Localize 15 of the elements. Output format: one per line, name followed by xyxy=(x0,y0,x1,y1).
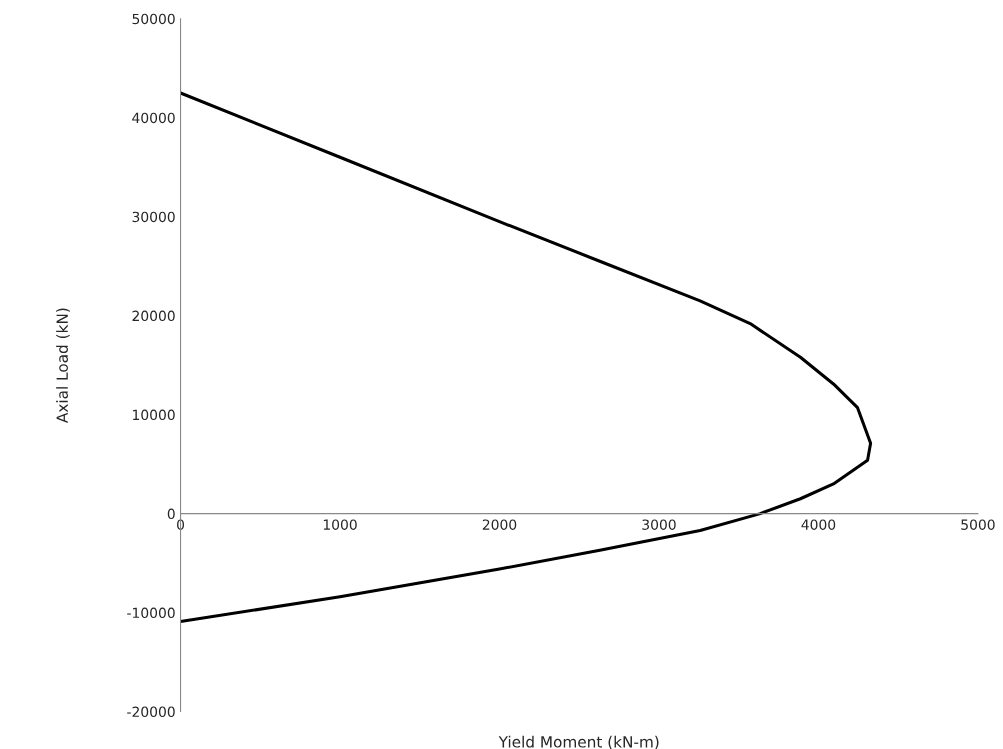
x-tick-label: 1000 xyxy=(323,519,357,530)
y-tick-label: 50000 xyxy=(132,13,175,25)
x-tick-label: 4000 xyxy=(801,519,836,530)
x-tick-label: 2000 xyxy=(482,519,517,530)
y-tick-label: -20000 xyxy=(127,706,175,718)
y-tick-label: 0 xyxy=(167,508,175,520)
y-tick-label: 10000 xyxy=(133,409,175,421)
y-tick-label: 20000 xyxy=(132,310,175,322)
x-tick-label: 3000 xyxy=(642,519,676,530)
x-axis-title: Yield Moment (kN-m) xyxy=(498,735,659,749)
y-tick-label: 40000 xyxy=(132,112,175,124)
y-tick-label: 30000 xyxy=(132,211,175,223)
x-tick-label: 5000 xyxy=(961,519,995,530)
y-axis-title: Axial Load (kN) xyxy=(56,308,70,423)
y-tick-label: -10000 xyxy=(127,607,175,619)
